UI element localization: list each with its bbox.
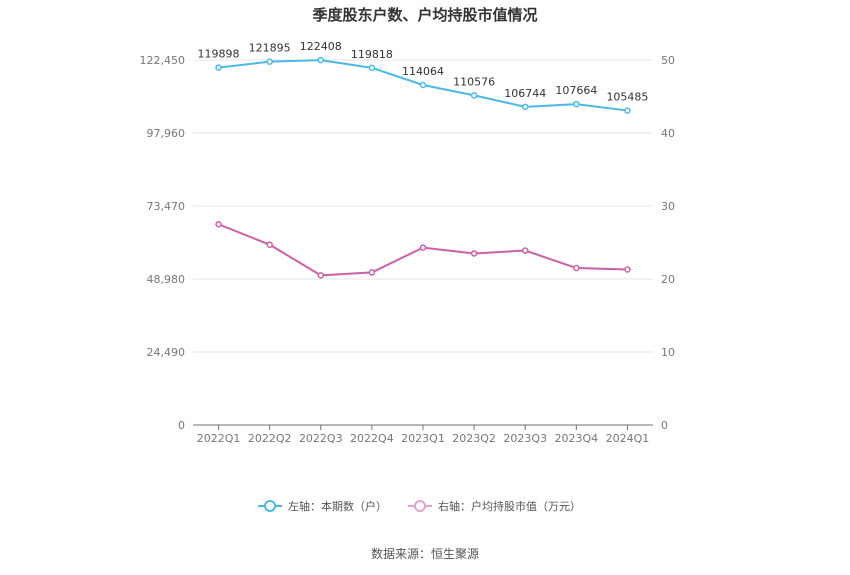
data-point[interactable] [419,81,427,89]
data-label: 119818 [351,48,393,61]
legend-label: 左轴：本期数（户） [288,499,387,513]
x-tick-label: 2024Q1 [606,432,650,445]
data-label: 114064 [402,65,444,78]
legend-label: 右轴：户均持股市值（万元） [438,499,581,513]
legend-marker [414,500,426,512]
x-tick-label: 2022Q2 [248,432,292,445]
right-tick-label: 50 [661,54,675,67]
right-tick-label: 40 [661,127,675,140]
x-tick-label: 2023Q2 [452,432,496,445]
data-point[interactable] [573,264,580,272]
data-point[interactable] [368,64,376,72]
x-tick-label: 2023Q1 [401,432,445,445]
left-tick-label: 0 [178,419,185,432]
data-point[interactable] [573,100,580,108]
series-layer: 119898 121895 122408 119818 114064 110576 1067… [198,40,648,279]
series-left: 119898 121895 122408 119818 114064 110576 1067… [198,40,648,114]
data-point[interactable] [419,244,427,251]
legend-item[interactable]: 右轴：户均持股市值（万元） [408,499,581,513]
data-point[interactable] [215,221,222,228]
left-tick-label: 73,470 [147,200,186,213]
data-point[interactable] [624,266,631,273]
left-axis: 0 24,490 48,980 73,470 97,960 122,450 [140,54,186,432]
series-right [215,221,631,279]
data-point[interactable] [521,247,529,254]
data-point[interactable] [470,250,478,257]
left-tick-label: 48,980 [147,273,186,286]
data-point[interactable] [215,64,222,71]
left-tick-label: 122,450 [140,54,186,67]
data-point[interactable] [624,107,631,114]
left-tick-label: 24,490 [147,346,186,359]
x-tick-label: 2022Q1 [197,432,241,445]
x-axis: 2022Q1 2022Q2 2022Q3 2022Q4 2023Q1 2023Q2 2023… [193,424,653,445]
chart-title: 季度股东户数、户均持股市值情况 [312,6,537,24]
data-point[interactable] [521,103,529,111]
x-tick-label: 2023Q4 [555,432,599,445]
data-label: 107664 [555,84,597,97]
data-point[interactable] [368,269,376,276]
data-point[interactable] [266,241,273,248]
legend-marker [264,500,276,512]
data-point[interactable] [317,56,325,64]
data-label: 110576 [453,75,495,88]
data-label: 121895 [249,42,291,55]
data-label: 106744 [504,87,546,100]
right-tick-label: 0 [661,419,668,432]
data-label: 119898 [198,48,240,61]
left-tick-label: 97,960 [147,127,186,140]
right-tick-label: 30 [661,200,675,213]
data-label: 105485 [606,91,648,104]
x-tick-label: 2022Q3 [299,432,343,445]
legend-item[interactable]: 左轴：本期数（户） [258,499,387,513]
x-tick-label: 2022Q4 [350,432,394,445]
legend[interactable]: 左轴：本期数（户） 右轴：户均持股市值（万元） [258,499,581,513]
grid-lines [193,59,653,353]
right-tick-label: 10 [661,346,675,359]
data-label: 122408 [300,40,342,53]
right-tick-label: 20 [661,273,675,286]
right-axis: 0 10 20 30 40 50 [661,54,675,432]
source-note: 数据来源：恒生聚源 [371,546,479,561]
data-point[interactable] [266,58,273,65]
data-point[interactable] [470,92,478,99]
x-tick-label: 2023Q3 [503,432,547,445]
data-point[interactable] [317,272,325,279]
